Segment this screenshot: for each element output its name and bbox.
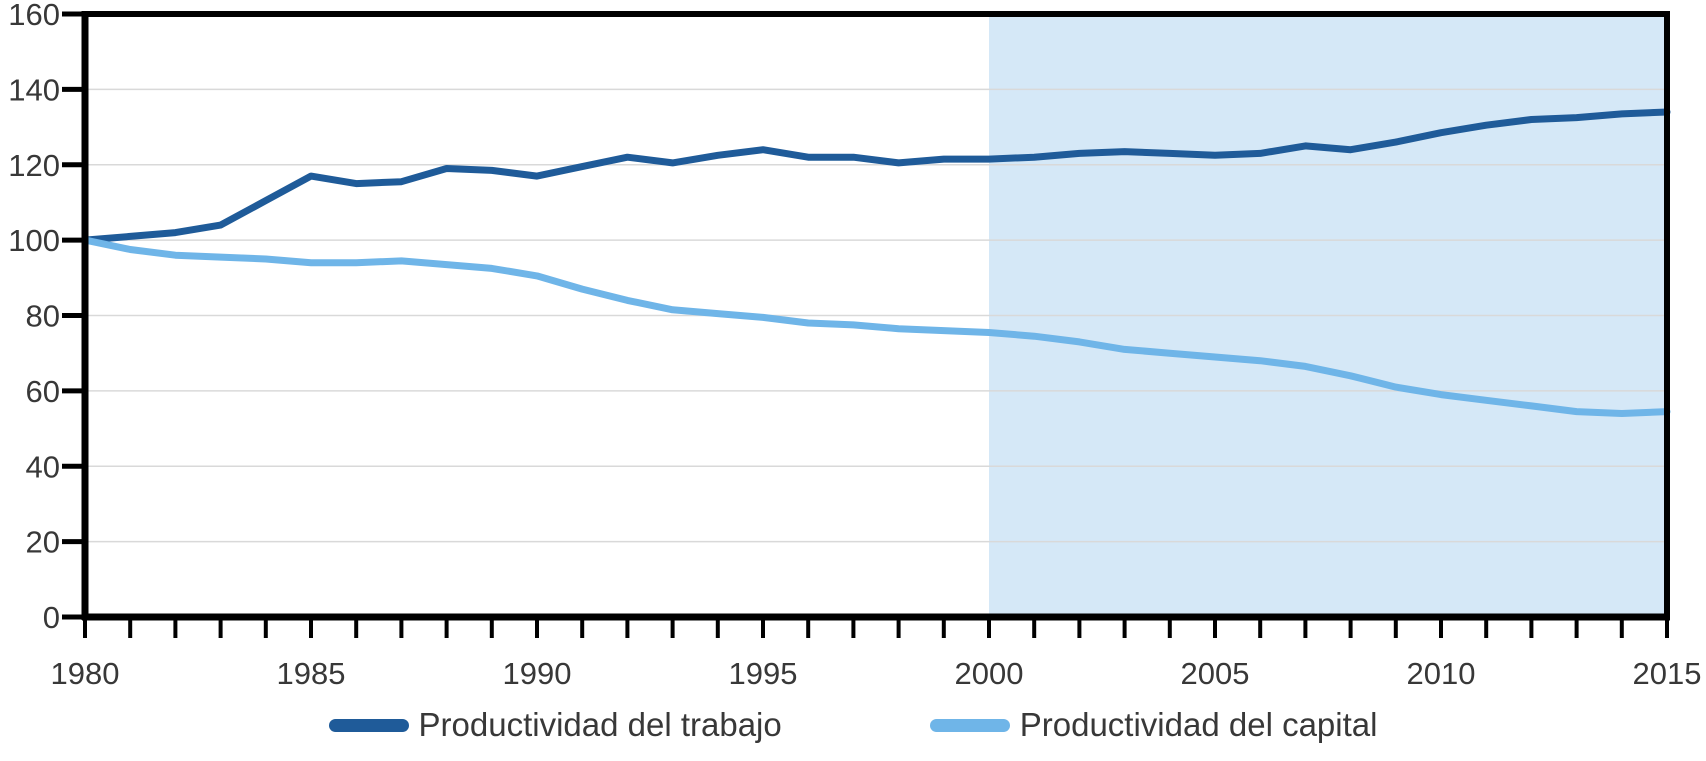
legend-swatch-capital-icon: [929, 718, 1010, 732]
legend-label-capital: Productividad del capital: [1019, 706, 1378, 743]
legend-item-capital: Productividad del capital: [929, 706, 1378, 744]
y-tick-label-140: 140: [8, 72, 60, 107]
y-tick-label-100: 100: [8, 223, 60, 258]
x-tick-label-2000: 2000: [955, 656, 1024, 691]
y-tick-label-160: 160: [8, 0, 60, 32]
x-tick-label-1990: 1990: [503, 656, 572, 691]
y-tick-label-20: 20: [26, 525, 60, 560]
y-tick-label-0: 0: [43, 600, 60, 635]
y-tick-label-120: 120: [8, 148, 60, 183]
line-chart: 0 20 40 60 80 100 120 140 160 1980 1985 1990 1995 200…: [8, 0, 1702, 691]
series-line-capital: [81, 236, 1671, 417]
legend-swatch-trabajo-icon: [328, 718, 409, 732]
series-line-trabajo: [81, 108, 1671, 244]
legend-label-trabajo: Productividad del trabajo: [418, 706, 782, 743]
x-tick-label-2005: 2005: [1181, 656, 1250, 691]
x-tick-label-2015: 2015: [1633, 656, 1702, 691]
y-tick-label-80: 80: [26, 299, 60, 334]
x-tick-label-1985: 1985: [277, 656, 346, 691]
chart-legend: Productividad del trabajo Productividad …: [0, 706, 1706, 744]
x-tick-label-1980: 1980: [51, 656, 120, 691]
y-tick-label-60: 60: [26, 374, 60, 409]
y-tick-label-40: 40: [26, 449, 60, 484]
x-tick-label-1995: 1995: [729, 656, 798, 691]
x-tick-label-2010: 2010: [1407, 656, 1476, 691]
legend-item-trabajo: Productividad del trabajo: [328, 706, 782, 744]
